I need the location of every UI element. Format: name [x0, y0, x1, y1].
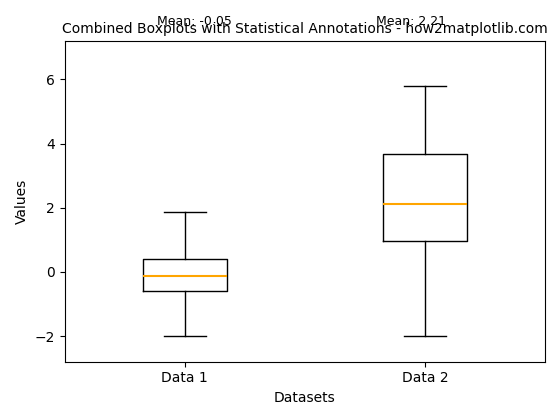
Text: Mean: -0.05: Mean: -0.05	[157, 15, 232, 28]
X-axis label: Datasets: Datasets	[274, 391, 335, 405]
Text: Mean: 2.21: Mean: 2.21	[376, 15, 446, 28]
Y-axis label: Values: Values	[15, 178, 29, 224]
Title: Combined Boxplots with Statistical Annotations - how2matplotlib.com: Combined Boxplots with Statistical Annot…	[62, 21, 548, 36]
